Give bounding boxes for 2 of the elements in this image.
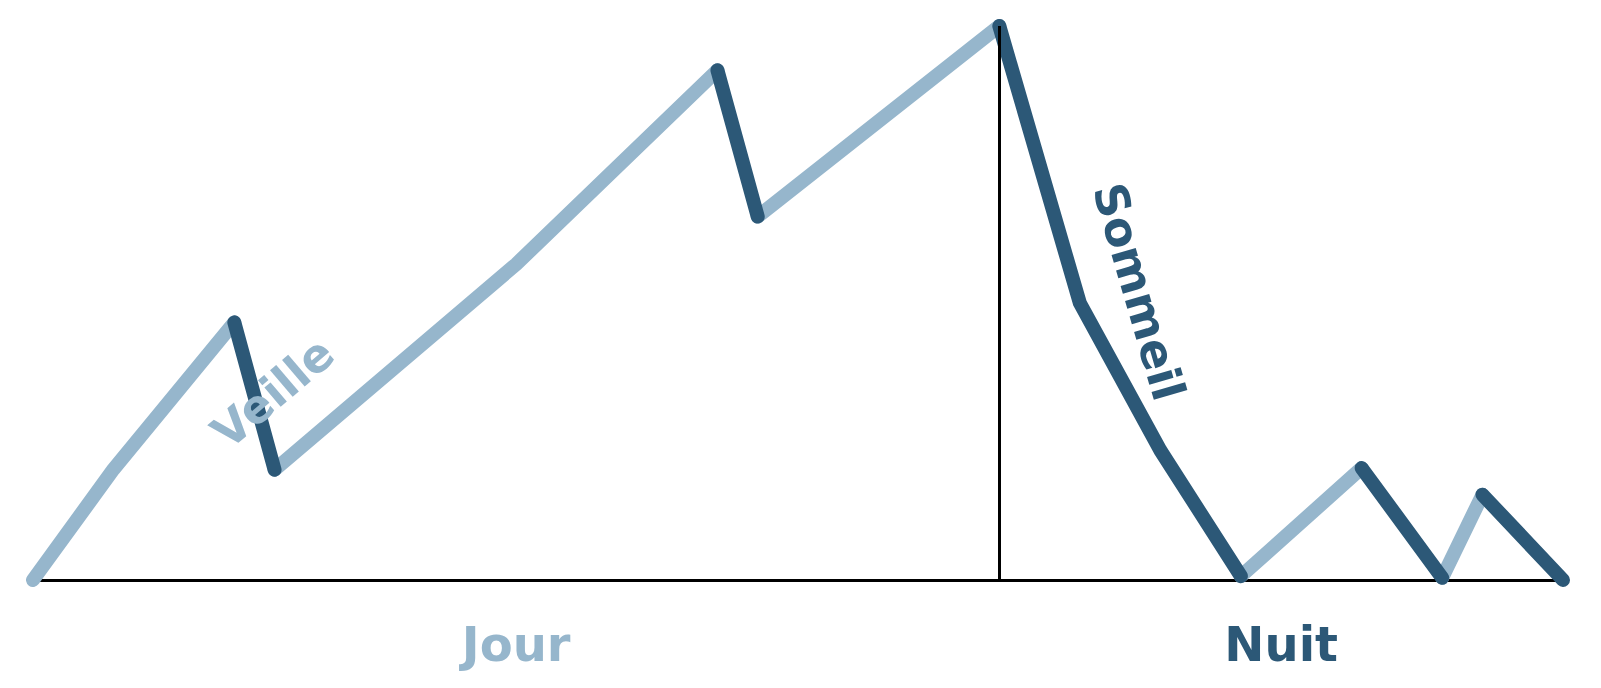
- x-tick-label: Jour: [458, 616, 571, 672]
- x-tick-label: Nuit: [1224, 616, 1339, 672]
